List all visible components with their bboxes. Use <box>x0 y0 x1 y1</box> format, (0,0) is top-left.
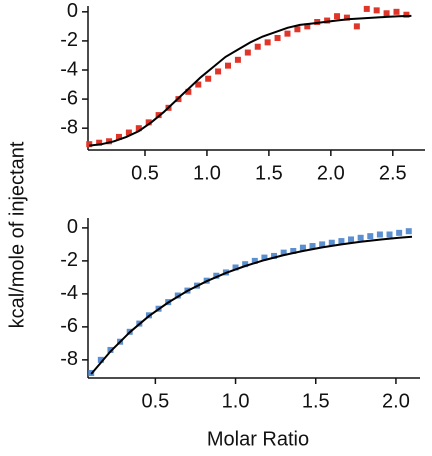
data-point <box>353 23 360 30</box>
x-tick-label: 2.0 <box>317 162 345 184</box>
data-point <box>393 8 400 15</box>
data-point <box>284 30 291 37</box>
x-tick-label: 2.0 <box>382 390 410 412</box>
data-point <box>280 249 287 256</box>
data-point <box>319 241 326 248</box>
data-point <box>363 5 370 12</box>
data-point <box>403 11 410 18</box>
fit-line <box>89 14 412 147</box>
data-point <box>383 10 390 17</box>
y-tick-label: -6 <box>60 87 78 109</box>
data-point <box>225 62 232 69</box>
x-tick-label: 1.0 <box>193 162 221 184</box>
x-tick-label: 0.5 <box>141 390 169 412</box>
data-point <box>242 261 249 268</box>
data-point <box>304 23 311 30</box>
data-point <box>348 236 355 243</box>
x-tick-label: 1.5 <box>255 162 283 184</box>
y-tick-label: -2 <box>60 29 78 51</box>
data-point <box>185 88 192 95</box>
data-point <box>376 231 383 238</box>
data-point <box>405 228 412 235</box>
data-point <box>367 233 374 240</box>
y-tick-label: -4 <box>60 58 78 80</box>
data-point <box>107 346 114 353</box>
x-tick-label: 0.5 <box>131 162 159 184</box>
data-point <box>213 272 220 279</box>
data-point <box>244 49 251 56</box>
data-point <box>264 39 271 46</box>
data-point <box>338 238 345 245</box>
fit-line <box>90 235 413 375</box>
y-tick-label: 0 <box>67 216 78 238</box>
y-tick-label: -4 <box>60 282 78 304</box>
x-axis-label: Molar Ratio <box>207 428 309 450</box>
data-point <box>334 13 341 20</box>
data-point <box>357 234 364 241</box>
data-point <box>254 43 261 50</box>
x-tick-label: 2.5 <box>379 162 407 184</box>
data-point <box>234 56 241 63</box>
data-point <box>125 129 132 136</box>
data-point <box>115 133 122 140</box>
data-point <box>106 138 113 145</box>
data-point <box>251 257 258 264</box>
data-point <box>195 81 202 88</box>
data-point <box>343 14 350 21</box>
data-point <box>215 68 222 75</box>
data-point <box>386 231 393 238</box>
data-point <box>294 26 301 33</box>
data-point <box>274 35 281 41</box>
data-point <box>205 75 212 82</box>
data-point <box>290 247 297 254</box>
data-point <box>373 7 380 14</box>
y-tick-label: -8 <box>60 116 78 138</box>
data-point <box>271 252 278 259</box>
data-point <box>261 254 268 261</box>
data-point <box>135 125 142 132</box>
y-axis-label: kcal/mole of injectant <box>6 141 28 328</box>
data-point <box>396 229 403 236</box>
y-tick-label: -6 <box>60 315 78 337</box>
y-tick-label: -8 <box>60 348 78 370</box>
data-point <box>86 141 93 148</box>
data-point <box>97 356 104 363</box>
data-point <box>309 243 316 250</box>
data-point <box>324 17 331 24</box>
x-tick-label: 1.0 <box>222 390 250 412</box>
data-point <box>232 264 239 271</box>
x-tick-label: 1.5 <box>302 390 330 412</box>
y-tick-label: 0 <box>67 0 78 22</box>
data-point <box>328 239 335 246</box>
data-point <box>96 139 103 146</box>
data-point <box>145 119 152 126</box>
y-tick-label: -2 <box>60 249 78 271</box>
data-point <box>299 244 306 251</box>
